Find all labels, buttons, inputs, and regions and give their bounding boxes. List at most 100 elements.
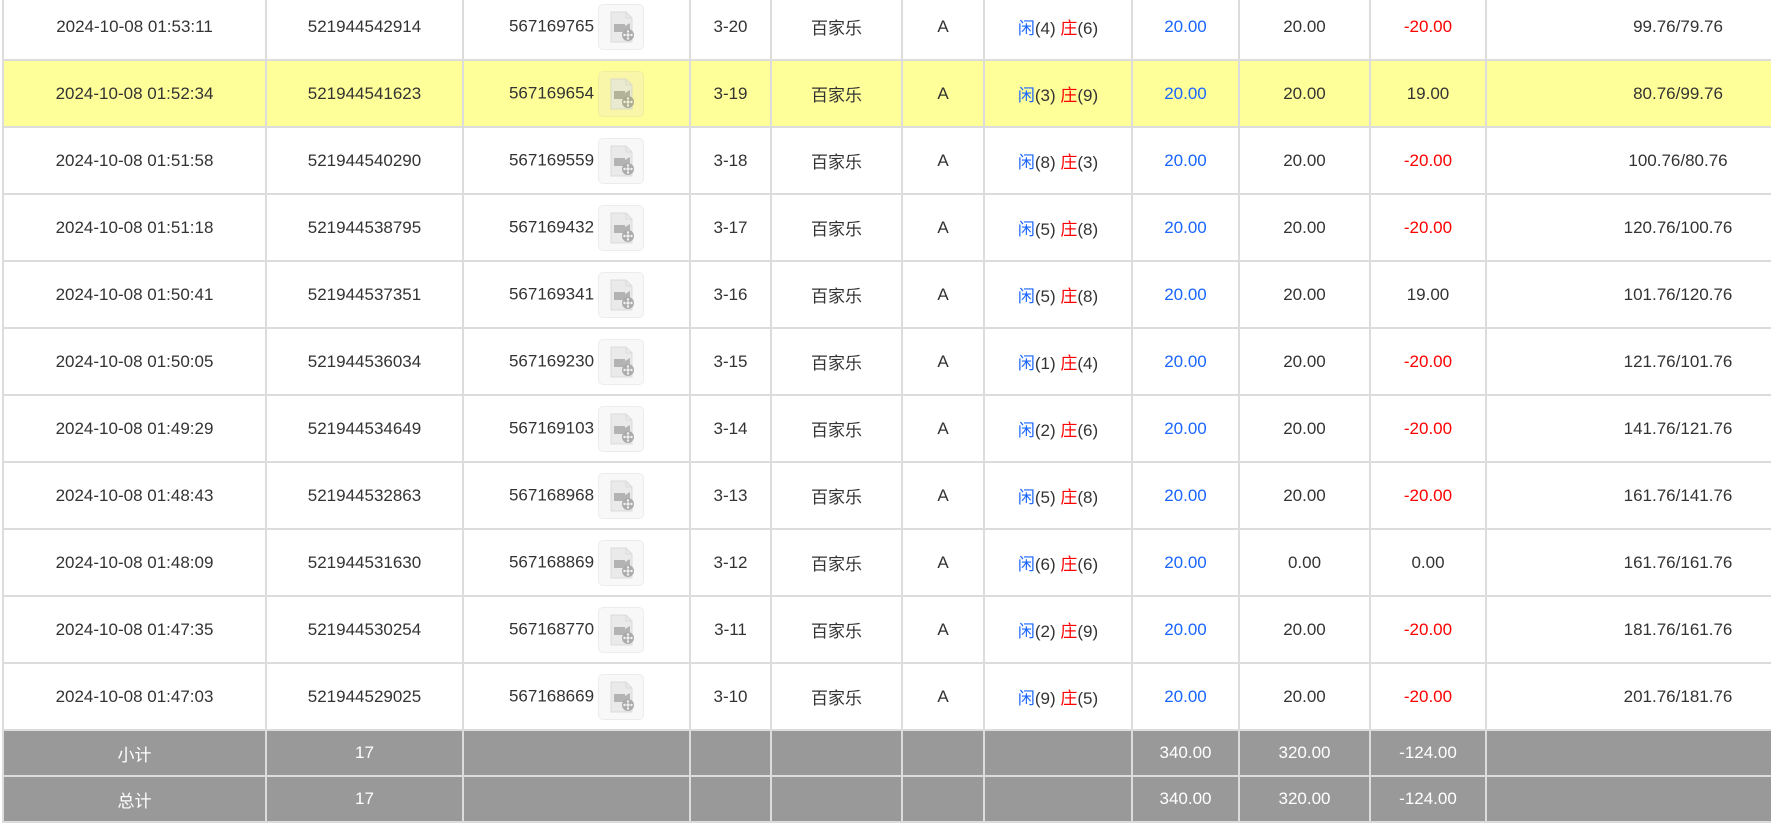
bet-amount: 20.00 <box>1131 0 1240 61</box>
result: 闲(5) 庄(8) <box>983 193 1133 262</box>
win-loss: -20.00 <box>1369 0 1487 61</box>
table-name: A <box>901 394 985 463</box>
empty-cell <box>1485 775 1771 823</box>
empty-cell <box>689 775 772 823</box>
video-file-icon[interactable] <box>598 405 645 452</box>
bet-amount: 20.00 <box>1131 528 1240 597</box>
player-points: (8) <box>1034 153 1056 172</box>
valid-bet: 20.00 <box>1238 260 1371 329</box>
game-id: 567169765 <box>508 15 595 35</box>
table-row[interactable]: 2024-10-08 01:48:43 521944532863 567168968… <box>2 461 1771 530</box>
bet-amount: 20.00 <box>1131 662 1240 731</box>
table-row[interactable]: 2024-10-08 01:50:05 521944536034 567169230… <box>2 327 1771 396</box>
table-row[interactable]: 2024-10-08 01:49:29 521944534649 567169103… <box>2 394 1771 463</box>
video-file-icon[interactable] <box>598 673 645 720</box>
win-loss: 0.00 <box>1369 528 1487 597</box>
table-row[interactable]: 2024-10-08 01:50:41 521944537351 567169341… <box>2 260 1771 329</box>
table-row[interactable]: 2024-10-08 01:47:03 521944529025 567168669… <box>2 662 1771 731</box>
empty-cell <box>901 729 985 777</box>
player-points: (5) <box>1034 287 1056 306</box>
bet-id: 521944534649 <box>265 394 464 463</box>
bet-id: 521944532863 <box>265 461 464 530</box>
bet-id: 521944531630 <box>265 528 464 597</box>
game-id-cell: 567168770 <box>462 595 691 664</box>
table-name: A <box>901 528 985 597</box>
banker-points: (6) <box>1077 421 1099 440</box>
player-points: (4) <box>1034 19 1056 38</box>
player-points: (9) <box>1034 689 1056 708</box>
video-file-icon[interactable] <box>598 3 645 50</box>
bet-time: 2024-10-08 01:50:05 <box>2 327 267 396</box>
empty-cell <box>1485 729 1771 777</box>
bet-time: 2024-10-08 01:49:29 <box>2 394 267 463</box>
player-label: 闲 <box>1017 153 1035 172</box>
banker-label: 庄 <box>1060 19 1078 38</box>
table-row[interactable]: 2024-10-08 01:53:11 521944542914 567169765… <box>2 0 1771 61</box>
player-label: 闲 <box>1017 622 1035 641</box>
result: 闲(4) 庄(6) <box>983 0 1133 61</box>
video-file-icon[interactable] <box>598 70 645 117</box>
game-type: 百家乐 <box>770 662 903 731</box>
player-points: (3) <box>1034 86 1056 105</box>
table-name: A <box>901 595 985 664</box>
bet-amount: 20.00 <box>1131 461 1240 530</box>
win-loss: -20.00 <box>1369 327 1487 396</box>
video-file-icon[interactable] <box>598 472 645 519</box>
video-file-icon[interactable] <box>598 539 645 586</box>
valid-bet: 20.00 <box>1238 461 1371 530</box>
bet-amount: 20.00 <box>1131 126 1240 195</box>
table-name: A <box>901 59 985 128</box>
table-name: A <box>901 461 985 530</box>
video-file-icon[interactable] <box>598 137 645 184</box>
game-type: 百家乐 <box>770 461 903 530</box>
round: 3-18 <box>689 126 772 195</box>
player-label: 闲 <box>1017 354 1035 373</box>
game-id-cell: 567168669 <box>462 662 691 731</box>
banker-label: 庄 <box>1060 421 1078 440</box>
banker-points: (9) <box>1077 86 1099 105</box>
table-row[interactable]: 2024-10-08 01:47:35 521944530254 567168770… <box>2 595 1771 664</box>
summary-valid: 320.00 <box>1238 729 1371 777</box>
table-name: A <box>901 662 985 731</box>
banker-label: 庄 <box>1060 555 1078 574</box>
valid-bet: 20.00 <box>1238 394 1371 463</box>
win-loss: -20.00 <box>1369 461 1487 530</box>
table-row[interactable]: 2024-10-08 01:48:09 521944531630 567168869… <box>2 528 1771 597</box>
game-id: 567168968 <box>508 484 595 504</box>
table-name: A <box>901 126 985 195</box>
video-file-icon[interactable] <box>598 338 645 385</box>
table-row[interactable]: 2024-10-08 01:51:18 521944538795 567169432… <box>2 193 1771 262</box>
game-id: 567168669 <box>508 685 595 705</box>
game-type: 百家乐 <box>770 0 903 61</box>
player-label: 闲 <box>1017 555 1035 574</box>
game-type: 百家乐 <box>770 260 903 329</box>
table-row[interactable]: 2024-10-08 01:51:58 521944540290 567169559… <box>2 126 1771 195</box>
banker-points: (3) <box>1077 153 1099 172</box>
empty-cell <box>689 729 772 777</box>
balance: 100.76/80.76 <box>1485 126 1771 195</box>
game-id: 567168869 <box>508 551 595 571</box>
video-file-icon[interactable] <box>598 606 645 653</box>
round: 3-10 <box>689 662 772 731</box>
table-name: A <box>901 327 985 396</box>
balance: 141.76/121.76 <box>1485 394 1771 463</box>
game-id-cell: 567169230 <box>462 327 691 396</box>
table-name: A <box>901 0 985 61</box>
empty-cell <box>770 775 903 823</box>
result: 闲(9) 庄(5) <box>983 662 1133 731</box>
balance: 181.76/161.76 <box>1485 595 1771 664</box>
banker-points: (8) <box>1077 287 1099 306</box>
game-id-cell: 567169654 <box>462 59 691 128</box>
valid-bet: 20.00 <box>1238 0 1371 61</box>
video-file-icon[interactable] <box>598 271 645 318</box>
bet-time: 2024-10-08 01:50:41 <box>2 260 267 329</box>
round: 3-16 <box>689 260 772 329</box>
video-file-icon[interactable] <box>598 204 645 251</box>
summary-win: -124.00 <box>1369 775 1487 823</box>
summary-win: -124.00 <box>1369 729 1487 777</box>
summary-count: 17 <box>265 729 464 777</box>
win-loss: -20.00 <box>1369 662 1487 731</box>
table-row[interactable]: 2024-10-08 01:52:34 521944541623 567169654… <box>2 59 1771 128</box>
banker-points: (9) <box>1077 622 1099 641</box>
